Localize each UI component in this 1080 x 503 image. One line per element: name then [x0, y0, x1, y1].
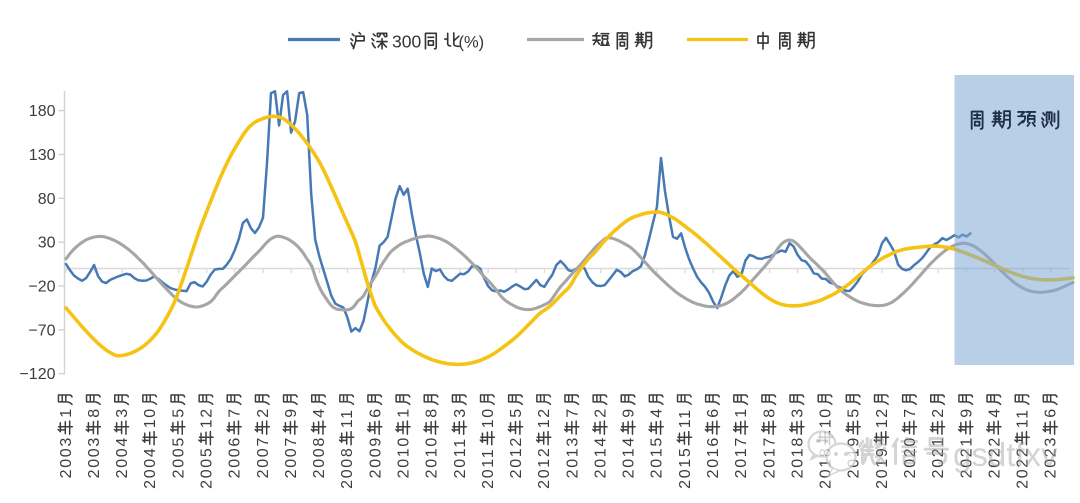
- svg-text:6: 6: [1043, 407, 1060, 418]
- svg-text:12: 12: [199, 407, 216, 428]
- svg-text:2018: 2018: [789, 436, 806, 478]
- svg-text:2014: 2014: [621, 436, 638, 478]
- svg-text:3: 3: [114, 407, 131, 418]
- svg-text:10: 10: [142, 407, 159, 428]
- svg-text:2005: 2005: [170, 436, 187, 478]
- svg-text:9: 9: [621, 407, 638, 418]
- svg-text:3: 3: [452, 407, 469, 418]
- svg-text:2003: 2003: [58, 436, 75, 478]
- svg-text:2: 2: [930, 407, 947, 418]
- svg-text:2015: 2015: [649, 436, 666, 478]
- svg-text:6: 6: [367, 407, 384, 418]
- svg-text:1: 1: [733, 407, 750, 418]
- svg-text:5: 5: [508, 407, 525, 418]
- svg-text:1: 1: [396, 407, 413, 418]
- svg-text:2021: 2021: [958, 436, 975, 478]
- svg-text:1: 1: [58, 407, 75, 418]
- svg-text:2009: 2009: [367, 436, 384, 478]
- svg-text:9: 9: [958, 407, 975, 418]
- svg-text:2022: 2022: [986, 436, 1003, 478]
- svg-text:6: 6: [705, 407, 722, 418]
- svg-text:7: 7: [902, 407, 919, 418]
- svg-text:130: 130: [29, 147, 56, 164]
- svg-text:(%): (%): [459, 34, 485, 52]
- svg-text:7: 7: [564, 407, 581, 418]
- svg-text:2022: 2022: [1015, 446, 1032, 488]
- svg-text:11: 11: [677, 408, 694, 428]
- svg-text:4: 4: [986, 407, 1003, 418]
- svg-text:−70: −70: [28, 322, 55, 339]
- svg-text:2007: 2007: [255, 436, 272, 478]
- svg-text:2017: 2017: [733, 436, 750, 478]
- svg-text:80: 80: [38, 191, 56, 208]
- svg-text:10: 10: [480, 407, 497, 428]
- svg-text:2020: 2020: [902, 436, 919, 478]
- svg-text:9: 9: [283, 407, 300, 418]
- svg-text:4: 4: [649, 407, 666, 418]
- svg-text:2004: 2004: [114, 436, 131, 478]
- svg-text:2: 2: [593, 407, 610, 418]
- svg-text:−20: −20: [28, 279, 55, 296]
- svg-text:2003: 2003: [86, 436, 103, 478]
- svg-text:2023: 2023: [1043, 436, 1060, 478]
- svg-text:300: 300: [392, 32, 421, 52]
- svg-text:180: 180: [29, 103, 56, 120]
- svg-text:11: 11: [1015, 408, 1032, 428]
- svg-text:2021: 2021: [930, 436, 947, 478]
- svg-text:2011: 2011: [480, 448, 497, 489]
- svg-text:2012: 2012: [536, 446, 553, 488]
- svg-text:2013: 2013: [564, 436, 581, 478]
- svg-text:2014: 2014: [593, 436, 610, 478]
- svg-text:12: 12: [536, 407, 553, 428]
- svg-text:2019: 2019: [874, 446, 891, 488]
- svg-text:2008: 2008: [311, 436, 328, 478]
- svg-text:10: 10: [818, 407, 835, 428]
- svg-text:2: 2: [255, 407, 272, 418]
- svg-text:8: 8: [424, 407, 441, 418]
- svg-text:2010: 2010: [424, 436, 441, 478]
- svg-text:3: 3: [789, 407, 806, 418]
- svg-text:2015: 2015: [677, 446, 694, 488]
- svg-text:gsdtfxv: gsdtfxv: [953, 436, 1058, 473]
- svg-text:2006: 2006: [227, 436, 244, 478]
- svg-text:11: 11: [339, 408, 356, 428]
- svg-text:12: 12: [874, 407, 891, 428]
- svg-text:4: 4: [311, 407, 328, 418]
- svg-text:8: 8: [761, 407, 778, 418]
- svg-text:7: 7: [227, 407, 244, 418]
- svg-text:−120: −120: [19, 366, 55, 383]
- svg-text:2008: 2008: [339, 446, 356, 488]
- svg-text:2007: 2007: [283, 436, 300, 478]
- svg-text:5: 5: [170, 407, 187, 418]
- svg-text:2017: 2017: [761, 436, 778, 478]
- svg-text:2016: 2016: [705, 436, 722, 478]
- svg-text:2004: 2004: [142, 446, 159, 488]
- svg-text:2012: 2012: [508, 436, 525, 478]
- svg-text:30: 30: [38, 235, 56, 252]
- svg-text:2011: 2011: [452, 437, 469, 478]
- svg-text:2005: 2005: [199, 446, 216, 488]
- svg-text:8: 8: [86, 407, 103, 418]
- svg-text:2010: 2010: [396, 436, 413, 478]
- svg-text:5: 5: [846, 407, 863, 418]
